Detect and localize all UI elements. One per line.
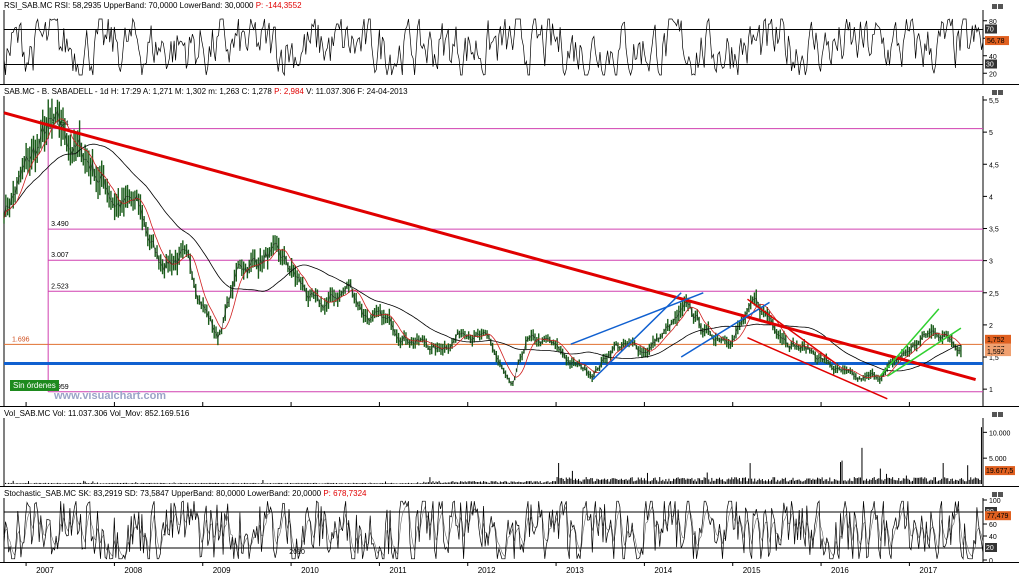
rsi-plot: 80706040302056,78 xyxy=(3,10,1009,84)
rsi-last-bg xyxy=(985,36,1009,46)
minimize-icon[interactable] xyxy=(992,90,997,95)
volume-last-label: 19.677,5 xyxy=(986,468,1013,475)
price-header: SAB.MC - B. SABADELL - 1d H: 17:29 A: 1,… xyxy=(4,87,408,96)
minimize-icon[interactable] xyxy=(992,4,997,9)
stochastic-last-label: 77,479 xyxy=(987,513,1009,520)
price-tick-label: 2,5 xyxy=(989,291,999,298)
trendline xyxy=(3,111,977,381)
close-icon[interactable] xyxy=(998,90,1003,95)
price-tick-label: 4 xyxy=(989,194,993,201)
x-axis-label: 2017 xyxy=(919,566,937,575)
volume-panel: Vol_SAB.MC Vol: 11.037.306 Vol_Mov: 852.… xyxy=(0,408,1019,487)
price-tick-label: 3 xyxy=(989,259,993,266)
volume-tick-label: 10.000 xyxy=(989,430,1011,437)
x-axis-label: 2011 xyxy=(389,566,407,575)
stochastic-tick-label: 60 xyxy=(989,522,997,529)
stochastic-band-tag-bg xyxy=(985,543,997,552)
x-axis-label: 2007 xyxy=(36,566,54,575)
price-line xyxy=(3,110,961,384)
stochastic-header-pct: P: 678,7324 xyxy=(323,489,367,498)
price-tick-label: 2 xyxy=(989,323,993,330)
price-panel: SAB.MC - B. SABADELL - 1d H: 17:29 A: 1,… xyxy=(0,86,1019,407)
price-tag-label: 1,592 xyxy=(987,349,1005,356)
watermark-text: www.visualchart.com xyxy=(54,390,167,402)
trendline xyxy=(747,298,837,365)
stochastic-header-text: Stochastic_SAB.MC SK: 83,2919 SD: 73,584… xyxy=(4,489,324,498)
fib-level-label: 1.696 xyxy=(12,336,30,343)
rsi-band-tag-bg xyxy=(985,24,997,34)
volume-header: Vol_SAB.MC Vol: 11.037.306 Vol_Mov: 852.… xyxy=(4,409,190,418)
fib-level-label: 3.490 xyxy=(51,221,69,228)
close-icon[interactable] xyxy=(998,492,1003,497)
volume-tick-label: 5.000 xyxy=(989,456,1007,463)
price-tick-label: 5 xyxy=(989,130,993,137)
rsi-line xyxy=(3,17,984,77)
rsi-last-label: 56,78 xyxy=(987,38,1005,45)
price-tick-label: 1,5 xyxy=(989,355,999,362)
rsi-band-tag-bg xyxy=(985,59,997,69)
trendline xyxy=(886,327,962,377)
price-header-text: SAB.MC - B. SABADELL - 1d H: 17:29 A: 1,… xyxy=(4,87,275,96)
trendline xyxy=(680,301,770,358)
x-axis: 2007 2008 2009 2010 2011 2012 2013 2014 2015 2016… xyxy=(0,562,1019,575)
rsi-panel-controls[interactable] xyxy=(991,2,1013,9)
rsi-header-pct: P: -144,3552 xyxy=(255,1,302,10)
price-tick-label: 3,5 xyxy=(989,227,999,234)
rsi-tick-label: 40 xyxy=(989,54,997,61)
rsi-tick-label: 70 xyxy=(986,27,994,34)
minimize-icon[interactable] xyxy=(992,492,997,497)
trendline xyxy=(570,292,704,345)
stochastic-panel: Stochastic_SAB.MC SK: 83,2919 SD: 73,584… xyxy=(0,488,1019,563)
x-axis-label: 2009 xyxy=(213,566,231,575)
price-tag-bg xyxy=(985,347,1011,357)
fib-level-label: 0.959 xyxy=(51,384,69,391)
price-panel-controls[interactable] xyxy=(991,88,1013,95)
rsi-tick-label: 30 xyxy=(986,62,994,69)
rsi-tick-label: 20 xyxy=(989,71,997,78)
x-axis-label: 2008 xyxy=(124,566,142,575)
x-axis-label: 2016 xyxy=(831,566,849,575)
x-axis-label: 2014 xyxy=(654,566,672,575)
trendline xyxy=(747,337,888,400)
rsi-panel: RSI_SAB.MC RSI: 58,2935 UpperBand: 70,00… xyxy=(0,0,1019,85)
stochastic-year-label: 2010 xyxy=(289,549,305,556)
fib-level-label: 2.523 xyxy=(51,283,69,290)
volume-last-bg xyxy=(985,466,1015,476)
x-axis-label: 2012 xyxy=(478,566,496,575)
price-tag-bg xyxy=(985,334,1011,344)
stochastic-tick-label: 20 xyxy=(986,545,994,552)
trendline xyxy=(879,308,940,377)
price-tick-label: 1 xyxy=(989,387,993,394)
rsi-header-text: RSI_SAB.MC RSI: 58,2935 UpperBand: 70,00… xyxy=(4,1,256,10)
price-tag-label: 1,752 xyxy=(987,337,1005,344)
x-axis-label: 2015 xyxy=(743,566,761,575)
x-axis-label: 2010 xyxy=(301,566,319,575)
price-plot: 5.0543.4903.0072.5231.6960.9595,554,543,… xyxy=(3,96,1011,406)
fib-level-label: 3.007 xyxy=(51,252,69,259)
moving-average-short xyxy=(3,118,962,378)
minimize-icon[interactable] xyxy=(992,412,997,417)
rsi-tick-label: 80 xyxy=(989,19,997,26)
price-header-pct: P: 2,984 xyxy=(274,87,304,96)
stochastic-tick-label: 40 xyxy=(989,534,997,541)
volume-plot: 10.000 5.000 19.677,5 xyxy=(3,418,1015,486)
price-tick-label: 5,5 xyxy=(989,98,999,105)
price-tick-label: 4,5 xyxy=(989,162,999,169)
stochastic-tick-label: 100 xyxy=(989,498,1001,505)
close-icon[interactable] xyxy=(998,4,1003,9)
stochastic-panel-controls[interactable] xyxy=(991,490,1013,497)
stochastic-tick-label: 0 xyxy=(989,558,993,562)
moving-average-long xyxy=(3,143,961,372)
close-icon[interactable] xyxy=(998,412,1003,417)
price-header-suffix: V: 11.037.306 F: 24-04-2013 xyxy=(303,87,408,96)
stochastic-header: Stochastic_SAB.MC SK: 83,2919 SD: 73,584… xyxy=(4,489,366,498)
stochastic-last-bg xyxy=(985,511,1011,521)
rsi-header: RSI_SAB.MC RSI: 58,2935 UpperBand: 70,00… xyxy=(4,1,302,10)
orders-badge[interactable]: Sin órdenes xyxy=(10,380,59,391)
stochastic-sk-line xyxy=(3,500,984,560)
x-axis-label: 2013 xyxy=(566,566,584,575)
volume-panel-controls[interactable] xyxy=(991,410,1013,417)
